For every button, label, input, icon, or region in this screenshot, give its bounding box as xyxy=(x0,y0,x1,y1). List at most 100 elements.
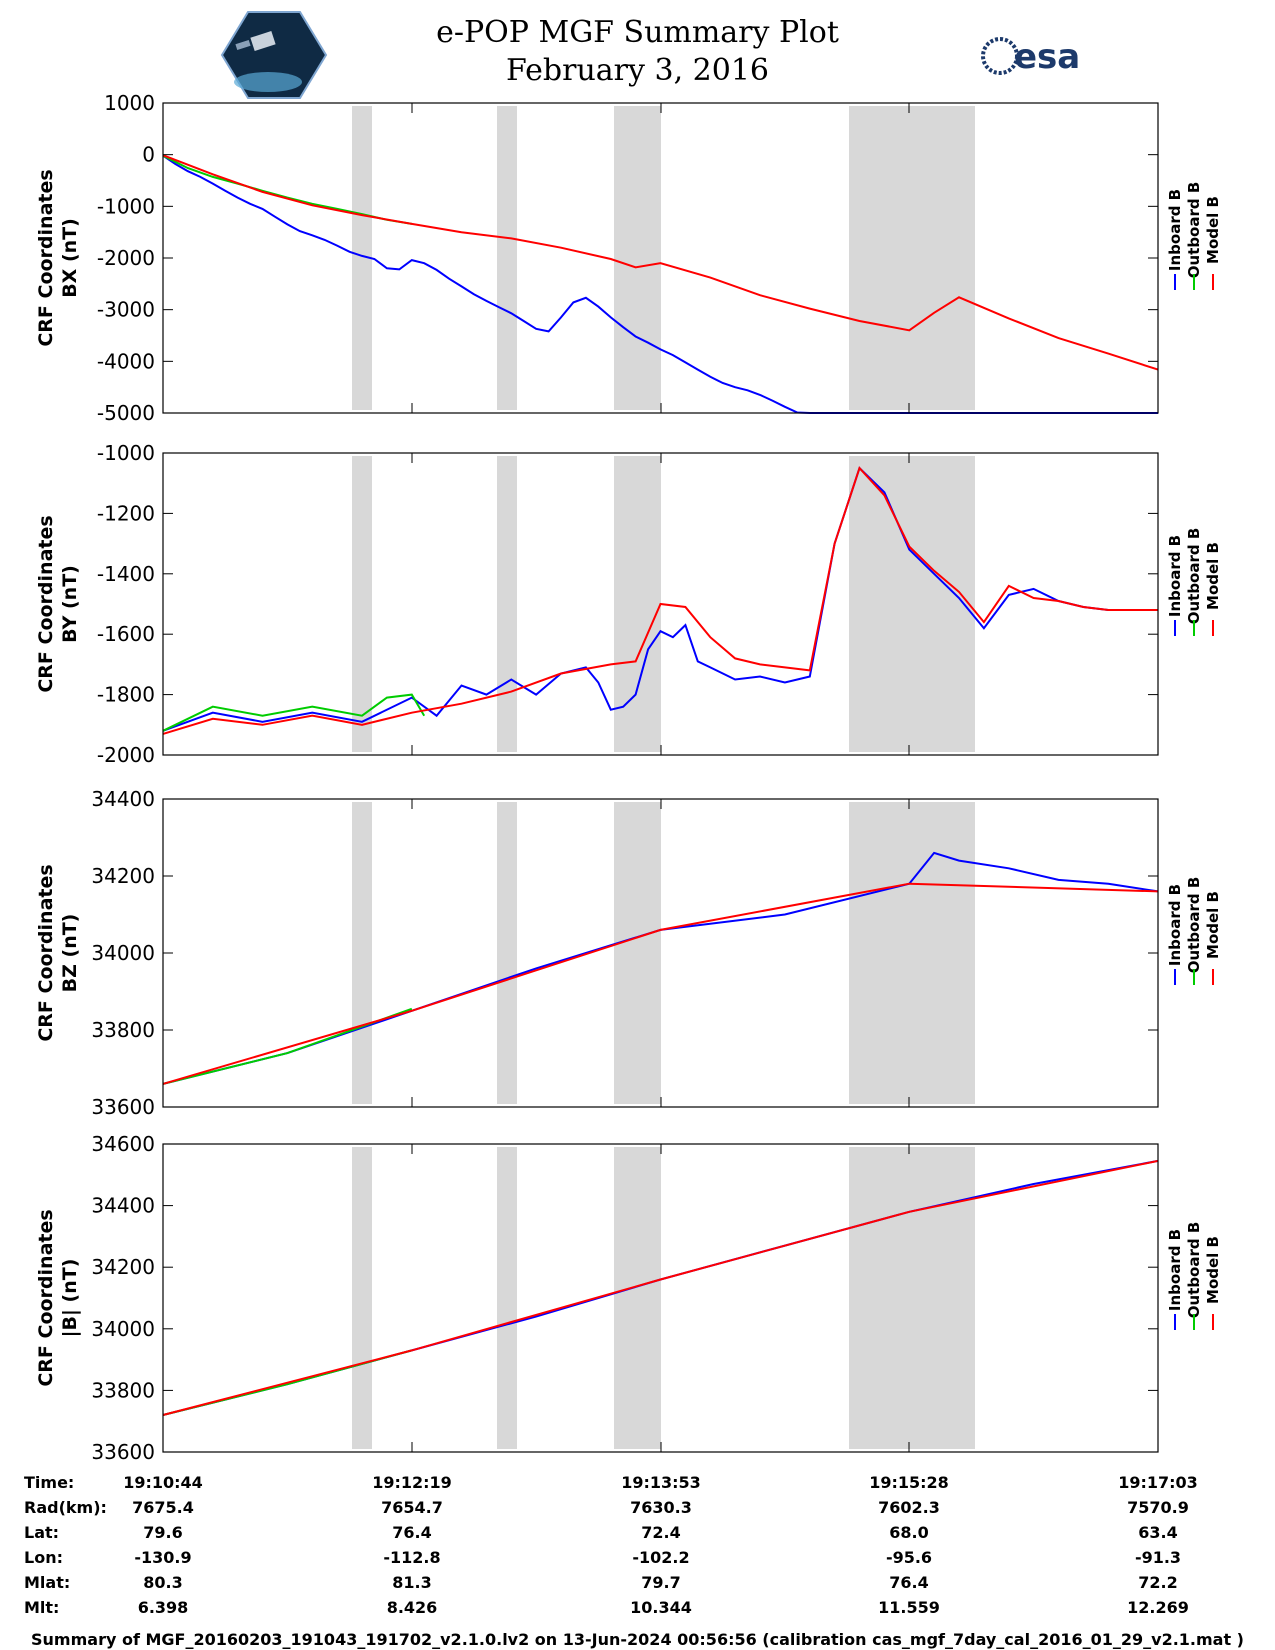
data-gap-shade xyxy=(849,1147,975,1449)
ephemeris-value: 7654.7 xyxy=(381,1498,443,1517)
chart-title-line2: February 3, 2016 xyxy=(505,53,769,88)
y-tick-label: -1000 xyxy=(97,194,155,218)
legend-label: Model B xyxy=(1204,1236,1222,1304)
data-gap-shade xyxy=(352,456,372,752)
y-tick-label: -1600 xyxy=(97,622,155,646)
ephemeris-value: -102.2 xyxy=(632,1548,689,1567)
cassiope-logo-icon xyxy=(220,11,328,99)
y-tick-label: -1800 xyxy=(97,683,155,707)
y-tick-label: -1000 xyxy=(97,441,155,465)
ephemeris-value: 7630.3 xyxy=(630,1498,692,1517)
y-tick-label: -3000 xyxy=(97,298,155,322)
panel-3: 34400 34200 34000 33800 33600 CRF Coordinates… xyxy=(35,787,1222,1119)
chart-title-line1: e-POP MGF Summary Plot xyxy=(436,15,839,50)
series-line xyxy=(162,154,1159,371)
ephemeris-value: 80.3 xyxy=(143,1573,182,1592)
ephemeris-value: 7602.3 xyxy=(878,1498,940,1517)
y-tick-label: 33600 xyxy=(91,1440,155,1464)
legend-label: Outboard B xyxy=(1185,528,1203,625)
ephemeris-value: 72.2 xyxy=(1138,1573,1177,1592)
series-line xyxy=(162,882,1159,1085)
y-tick-label: 33800 xyxy=(91,1018,155,1042)
y-axis-label-line2: |B| (nT) xyxy=(59,1259,81,1338)
ephemeris-value: 19:12:19 xyxy=(372,1473,452,1492)
data-gap-shade xyxy=(497,802,517,1104)
data-gap-shade xyxy=(497,1147,517,1449)
series-line xyxy=(162,466,1158,735)
y-tick-label: 34200 xyxy=(91,864,155,888)
ephemeris-value: 63.4 xyxy=(1138,1523,1177,1542)
y-axis-label-line1: CRF Coordinates xyxy=(35,169,57,346)
y-tick-label: -5000 xyxy=(97,401,155,425)
data-gap-shade xyxy=(614,456,661,752)
ephemeris-row-label: Time: xyxy=(24,1473,74,1492)
y-tick-label: 34600 xyxy=(91,1132,155,1156)
ephemeris-value: -130.9 xyxy=(134,1548,191,1567)
data-gap-shade xyxy=(497,456,517,752)
y-tick-label: 1000 xyxy=(104,91,155,115)
data-gap-shade xyxy=(352,802,372,1104)
y-axis-label: CRF Coordinates BY (nT) xyxy=(35,515,81,692)
y-tick-label: 34200 xyxy=(91,1255,155,1279)
series-line xyxy=(162,1159,1159,1416)
y-axis-label: CRF Coordinates |B| (nT) xyxy=(35,1209,81,1386)
ephemeris-value: 19:15:28 xyxy=(869,1473,949,1492)
ephemeris-value: 81.3 xyxy=(392,1573,431,1592)
ephemeris-value: -112.8 xyxy=(383,1548,440,1567)
ephemeris-value: 12.269 xyxy=(1127,1598,1189,1617)
y-axis-label-line1: CRF Coordinates xyxy=(35,515,57,692)
y-axis-label-line1: CRF Coordinates xyxy=(35,1209,57,1386)
data-gap-shade xyxy=(849,456,975,752)
ephemeris-row-label: Lat: xyxy=(24,1523,59,1542)
y-tick-label: -2000 xyxy=(97,246,155,270)
series-line xyxy=(162,693,426,732)
legend-label: Outboard B xyxy=(1185,877,1203,974)
panel-4: 34600 34400 34200 34000 33800 33600 CRF Coordi… xyxy=(35,1132,1222,1464)
y-axis-label: CRF Coordinates BZ (nT) xyxy=(35,864,81,1041)
y-tick-label: 34000 xyxy=(91,1317,155,1341)
data-gap-shade xyxy=(614,802,661,1104)
y-tick-label: 33600 xyxy=(91,1095,155,1119)
y-tick-label: 34400 xyxy=(91,787,155,811)
data-gap-shade xyxy=(352,1147,372,1449)
ephemeris-value: 19:17:03 xyxy=(1118,1473,1198,1492)
ephemeris-value: -95.6 xyxy=(886,1548,932,1567)
ephemeris-value: 76.4 xyxy=(889,1573,928,1592)
series-line xyxy=(162,154,412,225)
ephemeris-value: 7570.9 xyxy=(1127,1498,1189,1517)
y-tick-label: -2000 xyxy=(97,743,155,767)
ephemeris-value: 79.7 xyxy=(641,1573,680,1592)
legend-label: Inboard B xyxy=(1166,189,1184,271)
ephemeris-value: 11.559 xyxy=(878,1598,940,1617)
esa-logo-text: esa xyxy=(1014,37,1080,77)
ephemeris-value: 79.6 xyxy=(143,1523,182,1542)
ephemeris-value: 10.344 xyxy=(630,1598,692,1617)
y-tick-label: -4000 xyxy=(97,349,155,373)
ephemeris-value: 19:13:53 xyxy=(621,1473,701,1492)
ephemeris-value: 72.4 xyxy=(641,1523,680,1542)
y-axis-label-line2: BZ (nT) xyxy=(59,914,81,993)
ephemeris-row-label: Mlat: xyxy=(24,1573,70,1592)
y-tick-label: -1200 xyxy=(97,501,155,525)
data-gap-shade xyxy=(849,106,975,410)
legend-label: Inboard B xyxy=(1166,1229,1184,1311)
legend-label: Outboard B xyxy=(1185,1222,1203,1319)
esa-logo-icon: esa xyxy=(981,37,1080,77)
data-gap-shade xyxy=(352,106,372,410)
legend-label: Model B xyxy=(1204,891,1222,959)
legend-label: Model B xyxy=(1204,196,1222,264)
ephemeris-value: 19:10:44 xyxy=(123,1473,203,1492)
y-tick-label: 34400 xyxy=(91,1194,155,1218)
panel-1: 1000 0 -1000 -2000 -3000 -4000 -5000 CRF Coordi… xyxy=(35,91,1222,425)
ephemeris-value: 68.0 xyxy=(889,1523,928,1542)
y-axis-label-line2: BX (nT) xyxy=(59,218,81,298)
y-axis-label-line2: BY (nT) xyxy=(59,565,81,643)
ephemeris-group: Time: Rad(km): Lat: Lon: Mlat: Mlt: 19:10:44 76… xyxy=(24,1473,1198,1617)
y-tick-label: 33800 xyxy=(91,1378,155,1402)
y-axis-label-line1: CRF Coordinates xyxy=(35,864,57,1041)
data-gap-shade xyxy=(614,1147,661,1449)
ephemeris-row-label: Lon: xyxy=(24,1548,63,1567)
legend-label: Model B xyxy=(1204,542,1222,610)
y-tick-label: 34000 xyxy=(91,941,155,965)
